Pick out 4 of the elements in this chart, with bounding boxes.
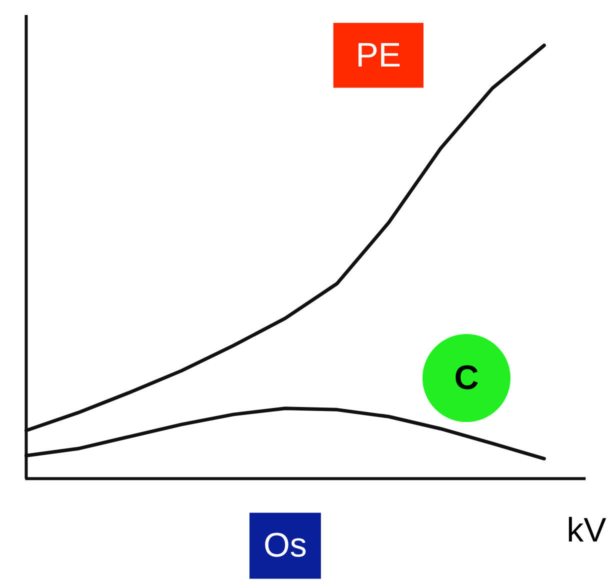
text: PE — [356, 36, 402, 74]
x-axis-title: kV — [566, 512, 607, 550]
series-label: C — [454, 359, 479, 398]
text: Os — [263, 526, 307, 565]
